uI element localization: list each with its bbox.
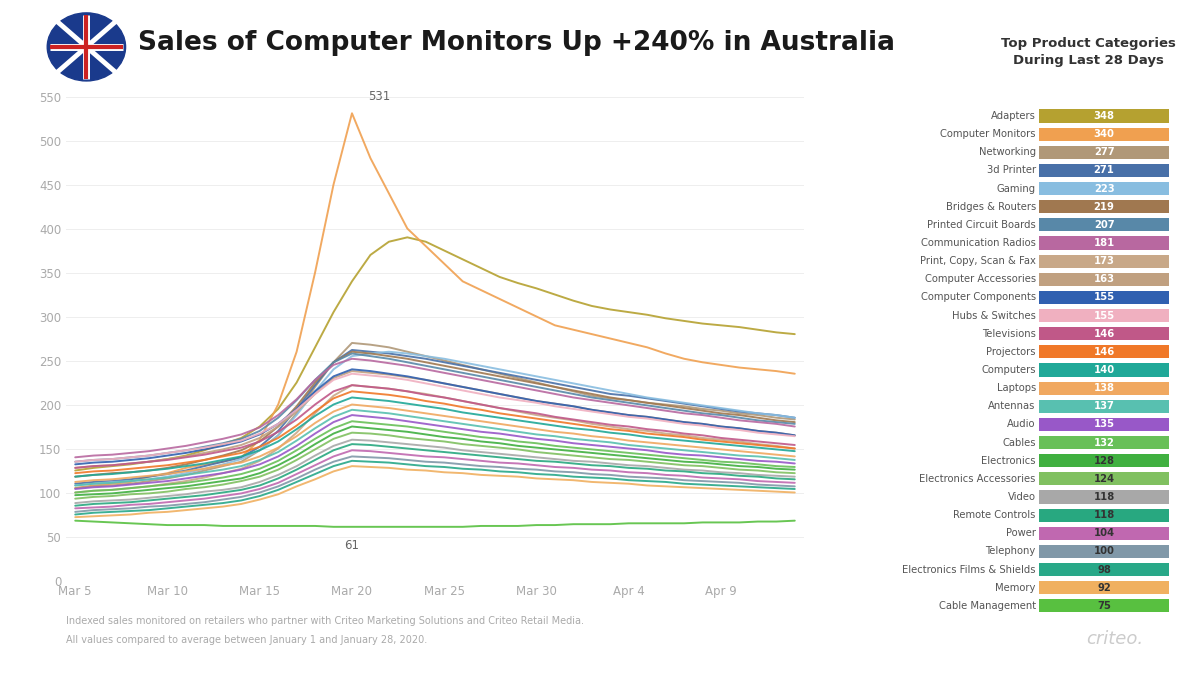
Text: Electronics Accessories: Electronics Accessories bbox=[919, 474, 1036, 484]
Text: All values compared to average between January 1 and January 28, 2020.: All values compared to average between J… bbox=[66, 634, 427, 645]
Text: Printed Circuit Boards: Printed Circuit Boards bbox=[928, 220, 1036, 230]
FancyBboxPatch shape bbox=[1039, 109, 1169, 123]
Text: Projectors: Projectors bbox=[986, 347, 1036, 357]
Text: 155: 155 bbox=[1093, 292, 1115, 302]
Text: 118: 118 bbox=[1093, 510, 1115, 520]
FancyBboxPatch shape bbox=[1039, 182, 1169, 195]
Text: Computers: Computers bbox=[982, 365, 1036, 375]
FancyBboxPatch shape bbox=[1039, 491, 1169, 504]
Text: Communication Radios: Communication Radios bbox=[920, 238, 1036, 248]
Text: Hubs & Switches: Hubs & Switches bbox=[952, 310, 1036, 321]
FancyBboxPatch shape bbox=[1039, 599, 1169, 612]
FancyBboxPatch shape bbox=[1039, 218, 1169, 232]
Text: Audio: Audio bbox=[1007, 419, 1036, 429]
Text: Computer Components: Computer Components bbox=[920, 292, 1036, 302]
Text: 173: 173 bbox=[1093, 256, 1115, 266]
FancyBboxPatch shape bbox=[1039, 581, 1169, 594]
Text: 146: 146 bbox=[1093, 329, 1115, 339]
Text: Telephony: Telephony bbox=[985, 546, 1036, 556]
Text: Cable Management: Cable Management bbox=[938, 601, 1036, 611]
Text: 271: 271 bbox=[1093, 165, 1115, 176]
FancyBboxPatch shape bbox=[1039, 400, 1169, 413]
FancyBboxPatch shape bbox=[1039, 327, 1169, 340]
Text: Electronics Films & Shields: Electronics Films & Shields bbox=[902, 564, 1036, 574]
FancyBboxPatch shape bbox=[1039, 200, 1169, 213]
Text: 181: 181 bbox=[1093, 238, 1115, 248]
Text: Networking: Networking bbox=[979, 147, 1036, 157]
Text: Video: Video bbox=[1008, 492, 1036, 502]
Text: 163: 163 bbox=[1093, 274, 1115, 284]
Text: 100: 100 bbox=[1093, 546, 1115, 556]
FancyBboxPatch shape bbox=[1039, 381, 1169, 395]
FancyBboxPatch shape bbox=[1039, 526, 1169, 540]
Text: 146: 146 bbox=[1093, 347, 1115, 357]
Text: 98: 98 bbox=[1097, 564, 1111, 574]
Text: Memory: Memory bbox=[996, 583, 1036, 593]
Text: 219: 219 bbox=[1093, 202, 1115, 212]
FancyBboxPatch shape bbox=[1039, 254, 1169, 268]
Text: 531: 531 bbox=[368, 90, 391, 103]
Text: 137: 137 bbox=[1093, 401, 1115, 411]
Text: 118: 118 bbox=[1093, 492, 1115, 502]
Text: Electronics: Electronics bbox=[982, 456, 1036, 466]
FancyBboxPatch shape bbox=[1039, 309, 1169, 322]
Text: 277: 277 bbox=[1094, 147, 1115, 157]
Text: 132: 132 bbox=[1093, 437, 1115, 448]
Text: 138: 138 bbox=[1093, 383, 1115, 393]
Text: 207: 207 bbox=[1094, 220, 1115, 230]
FancyBboxPatch shape bbox=[1039, 418, 1169, 431]
Text: Gaming: Gaming bbox=[997, 184, 1036, 194]
FancyBboxPatch shape bbox=[1039, 291, 1169, 304]
Text: Cables: Cables bbox=[1002, 437, 1036, 448]
Text: Print, Copy, Scan & Fax: Print, Copy, Scan & Fax bbox=[920, 256, 1036, 266]
FancyBboxPatch shape bbox=[1039, 563, 1169, 576]
FancyBboxPatch shape bbox=[1039, 346, 1169, 358]
Text: 3d Printer: 3d Printer bbox=[986, 165, 1036, 176]
Text: 223: 223 bbox=[1094, 184, 1115, 194]
Text: 124: 124 bbox=[1093, 474, 1115, 484]
Text: criteo.: criteo. bbox=[1086, 630, 1144, 648]
Text: Laptops: Laptops bbox=[996, 383, 1036, 393]
Circle shape bbox=[47, 13, 126, 81]
Text: 348: 348 bbox=[1093, 111, 1115, 121]
Text: Top Product Categories
During Last 28 Days: Top Product Categories During Last 28 Da… bbox=[1001, 36, 1176, 67]
Text: Sales of Computer Monitors Up +240% in Australia: Sales of Computer Monitors Up +240% in A… bbox=[138, 30, 895, 57]
Text: 75: 75 bbox=[1097, 601, 1111, 611]
FancyBboxPatch shape bbox=[1039, 472, 1169, 485]
Text: Indexed sales monitored on retailers who partner with Criteo Marketing Solutions: Indexed sales monitored on retailers who… bbox=[66, 616, 584, 626]
Text: Computer Monitors: Computer Monitors bbox=[941, 129, 1036, 139]
Text: 92: 92 bbox=[1097, 583, 1111, 593]
Text: Remote Controls: Remote Controls bbox=[954, 510, 1036, 520]
Text: 104: 104 bbox=[1093, 529, 1115, 538]
FancyBboxPatch shape bbox=[1039, 363, 1169, 377]
Text: Power: Power bbox=[1006, 529, 1036, 538]
FancyBboxPatch shape bbox=[1039, 508, 1169, 522]
Text: 128: 128 bbox=[1093, 456, 1115, 466]
Text: Bridges & Routers: Bridges & Routers bbox=[946, 202, 1036, 212]
FancyBboxPatch shape bbox=[1039, 273, 1169, 286]
Text: 140: 140 bbox=[1093, 365, 1115, 375]
FancyBboxPatch shape bbox=[1039, 436, 1169, 449]
Text: 340: 340 bbox=[1093, 129, 1115, 139]
FancyBboxPatch shape bbox=[1039, 146, 1169, 159]
Text: Antennas: Antennas bbox=[989, 401, 1036, 411]
Text: 61: 61 bbox=[344, 539, 360, 552]
Text: 135: 135 bbox=[1093, 419, 1115, 429]
Text: Televisions: Televisions bbox=[982, 329, 1036, 339]
FancyBboxPatch shape bbox=[1039, 545, 1169, 558]
Text: Adapters: Adapters bbox=[991, 111, 1036, 121]
Text: 155: 155 bbox=[1093, 310, 1115, 321]
FancyBboxPatch shape bbox=[1039, 236, 1169, 250]
FancyBboxPatch shape bbox=[1039, 128, 1169, 140]
Text: Computer Accessories: Computer Accessories bbox=[925, 274, 1036, 284]
FancyBboxPatch shape bbox=[1039, 164, 1169, 177]
FancyBboxPatch shape bbox=[1039, 454, 1169, 467]
